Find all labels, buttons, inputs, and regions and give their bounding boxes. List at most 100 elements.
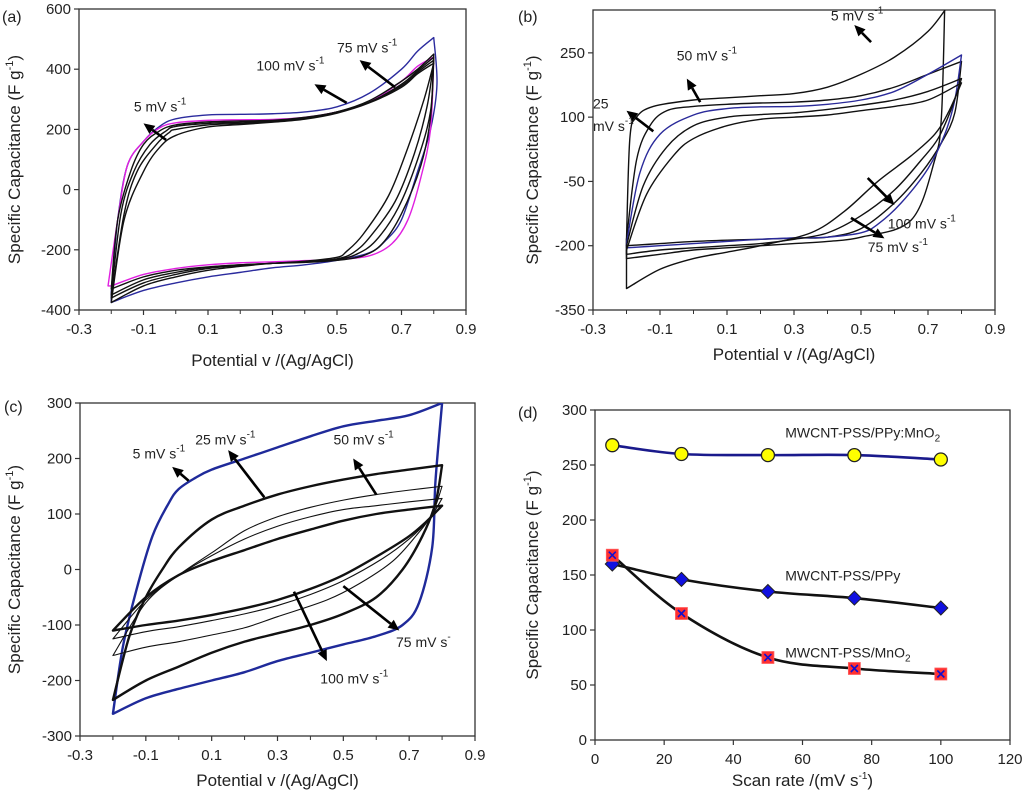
cv-curve-100-mv-s-1 — [625, 82, 963, 290]
x-tick-label: -0.1 — [131, 321, 157, 338]
x-tick-label: 20 — [656, 751, 673, 768]
x-tick-label: 100 — [928, 751, 953, 768]
arrow-head — [883, 193, 895, 205]
y-axis-label: Specific Capacitance (F g-1) — [522, 470, 542, 679]
arrow-head — [872, 228, 885, 239]
x-tick-label: 0.3 — [262, 321, 283, 338]
y-tick-label: 600 — [46, 1, 71, 18]
arrow-head — [387, 619, 400, 631]
annotation-arrow — [292, 591, 324, 652]
cv-curve-5-mv-s-1 — [110, 36, 438, 304]
data-point-circle — [605, 438, 620, 453]
arrow-head — [317, 648, 327, 662]
y-tick-label: 150 — [562, 567, 587, 584]
y-tick-label: 400 — [46, 61, 71, 78]
y-tick-label: 200 — [562, 512, 587, 529]
data-point-circle — [674, 446, 689, 462]
x-tick-label: 0.5 — [851, 321, 872, 338]
scan-rate-annotation: 100 mV s-1 — [320, 668, 388, 686]
scan-rate-annotation: 5 mV s-1 — [134, 96, 187, 114]
series-line-mwcnt-pss-ppy-mno2 — [612, 443, 941, 461]
data-point-diamond — [933, 600, 949, 616]
panel-b: -0.3 -0.1 0.1 0.3 0.5 0.7 0.9 -350 -200 -50 100 250… — [518, 6, 1005, 364]
x-axis-label: Potential v /(Ag/AgCl) — [713, 345, 876, 364]
data-point-circle — [933, 452, 948, 467]
annotation-arrow — [151, 128, 167, 141]
x-tick-label: 0.5 — [333, 747, 354, 764]
scan-rate-annotation: 100 mV s-1 — [256, 56, 324, 74]
y-tick-label: 200 — [46, 121, 71, 138]
arrow-head — [314, 84, 327, 95]
x-tick-label: -0.1 — [133, 747, 159, 764]
cv-curve-100-mv-s-1 — [111, 504, 444, 632]
x-tick-label: 0.1 — [201, 747, 222, 764]
x-tick-label: -0.3 — [67, 747, 93, 764]
y-tick-label: -400 — [41, 302, 71, 319]
scan-rate-annotation: 75 mV s-1 — [868, 237, 929, 255]
x-tick-label: 0.7 — [918, 321, 939, 338]
y-tick-label: 50 — [570, 677, 587, 694]
y-tick-label: -100 — [42, 617, 72, 634]
arrow-head — [359, 60, 372, 71]
y-tick-label: -200 — [41, 242, 71, 259]
x-tick-label: 40 — [725, 751, 742, 768]
y-tick-label: -300 — [42, 728, 72, 745]
arrow-head — [143, 123, 156, 134]
panel-label: (c) — [4, 399, 23, 416]
arrow-head — [626, 110, 639, 122]
y-tick-label: 100 — [560, 109, 585, 126]
x-tick-label: 0.7 — [391, 321, 412, 338]
scan-rate-annotation: mV s-1 — [593, 116, 634, 134]
panel-a: -0.3 -0.1 0.1 0.3 0.5 0.7 0.9 -400 -200 0 200 400 60… — [2, 1, 476, 370]
scan-rate-annotation: 25 — [593, 96, 609, 112]
y-tick-label: 100 — [47, 506, 72, 523]
data-point-diamond — [760, 583, 776, 600]
series-label: MWCNT-PSS/PPy:MnO2 — [785, 425, 940, 445]
x-tick-label: 120 — [997, 751, 1022, 768]
x-axis-label: Potential v /(Ag/AgCl) — [196, 771, 359, 790]
annotation-arrow — [861, 31, 872, 44]
panel-label: (a) — [2, 9, 22, 26]
data-point-diamond — [673, 571, 690, 588]
data-point-x — [677, 609, 686, 618]
x-tick-label: 0.9 — [985, 321, 1006, 338]
scan-rate-annotation: 75 mV s-1 — [337, 38, 398, 56]
annotation-arrow — [634, 116, 655, 133]
cv-curve-25-mv-s-1 — [111, 463, 444, 702]
scan-rate-annotation: 100 mV s-1 — [888, 214, 956, 232]
y-tick-label: 200 — [47, 451, 72, 468]
data-point-x — [850, 664, 859, 673]
cv-curve-5-mv-s-1 — [111, 403, 444, 715]
annotation-arrow — [323, 88, 348, 105]
scan-rate-annotation: 5 mV s-1 — [831, 6, 884, 24]
scan-rate-annotation: 50 mV s-1 — [333, 430, 394, 448]
y-axis-label: Specific Capacitance (F g-1) — [522, 55, 542, 264]
data-point-diamond — [846, 590, 863, 606]
x-tick-label: -0.3 — [580, 321, 606, 338]
x-tick-label: 80 — [863, 751, 880, 768]
series-group — [111, 403, 444, 715]
data-point-x — [763, 653, 772, 662]
series-label: MWCNT-PSS/PPy — [785, 568, 900, 584]
x-tick-label: -0.3 — [66, 321, 92, 338]
arrow-head — [854, 25, 866, 37]
y-tick-label: -350 — [555, 302, 585, 319]
y-tick-label: -50 — [563, 173, 585, 190]
arrow-head — [172, 466, 184, 478]
x-tick-label: 60 — [794, 751, 811, 768]
y-tick-label: 300 — [562, 402, 587, 419]
y-tick-label: 300 — [47, 395, 72, 412]
series-label: MWCNT-PSS/MnO2 — [785, 645, 911, 665]
arrow-head — [686, 78, 697, 91]
panel-d: 0 20 40 60 80 100 120 0 50 100 150 200 250 300 Scan ra… — [518, 402, 1023, 790]
x-tick-label: 0.3 — [784, 321, 805, 338]
annotation-arrow — [358, 467, 378, 496]
arrow-head — [353, 458, 364, 471]
cv-curve-25-mv-s-1 — [110, 53, 435, 290]
series-group — [625, 10, 963, 290]
series-group — [107, 36, 438, 304]
x-tick-label: 0.5 — [327, 321, 348, 338]
annotation-arrow — [691, 87, 702, 103]
annotation-arrow — [367, 65, 396, 89]
panel-label: (d) — [518, 405, 538, 422]
